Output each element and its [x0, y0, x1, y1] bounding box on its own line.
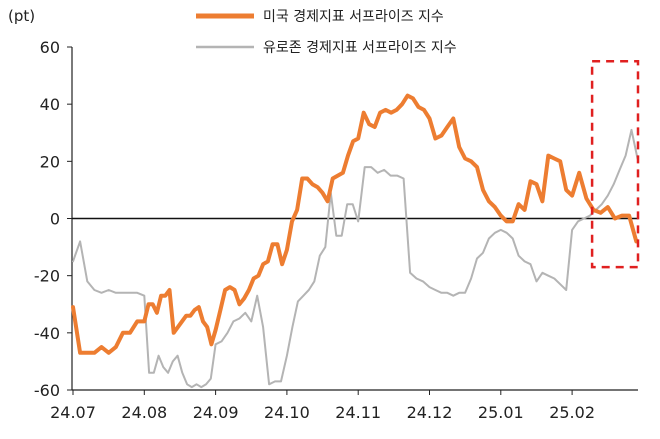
series-line-eurozone [72, 128, 639, 389]
legend-label-us: 미국 경제지표 서프라이즈 지수 [263, 9, 444, 25]
y-tick-label: -20 [34, 267, 60, 286]
x-tick-label: 24.09 [193, 403, 239, 422]
y-tick-label: -40 [34, 324, 60, 343]
x-tick-label: 24.07 [50, 403, 96, 422]
y-tick-label: 40 [40, 95, 60, 114]
y-tick-label: 60 [40, 38, 60, 57]
highlight-layer [590, 60, 640, 269]
x-tick-label: 24.10 [264, 403, 310, 422]
x-tick-label: 25.02 [549, 403, 595, 422]
legend-label-eurozone: 유로존 경제지표 서프라이즈 지수 [263, 40, 457, 56]
x-axis: 24.07 24.08 24.09 24.10 24.11 24.12 25.01 25.02 [50, 217, 638, 422]
y-tick-label: 0 [50, 210, 60, 229]
x-tick-label: 24.11 [335, 403, 381, 422]
x-tick-label: 24.12 [407, 403, 453, 422]
series-line-us [71, 93, 639, 355]
y-axis-unit-label: (pt) [8, 7, 35, 25]
y-tick-label: 20 [40, 152, 60, 171]
series-layer [71, 93, 639, 389]
x-tick-label: 24.08 [121, 403, 167, 422]
x-tick-label: 25.01 [478, 403, 524, 422]
y-axis: 60 40 20 0 -20 -40 -60 [34, 38, 73, 400]
highlight-box [590, 60, 640, 269]
y-tick-label: -60 [34, 381, 60, 400]
legend: 미국 경제지표 서프라이즈 지수 유로존 경제지표 서프라이즈 지수 [196, 9, 457, 56]
